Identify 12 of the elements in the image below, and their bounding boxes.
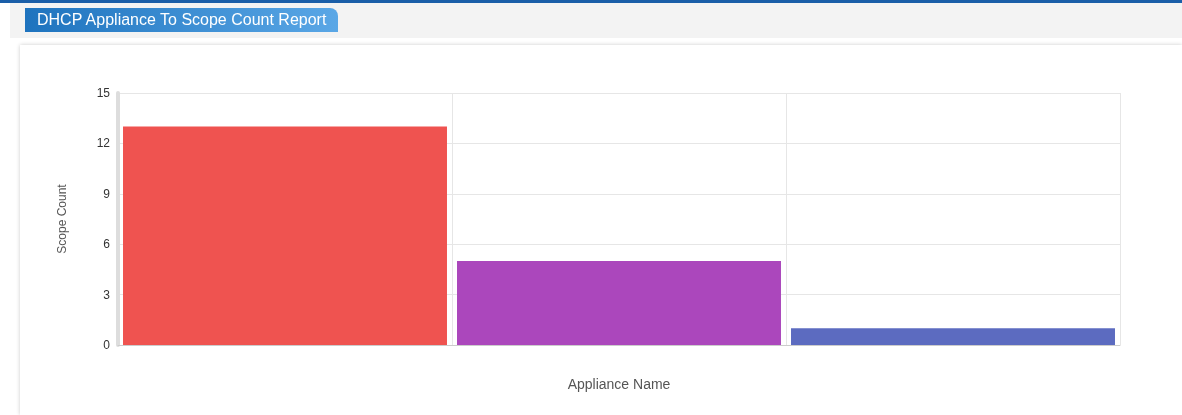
y-tick-label: 6 — [103, 237, 111, 252]
chart-title: DHCP Appliance To Scope Count Report — [25, 8, 339, 32]
bar — [457, 261, 781, 345]
y-tick-label: 15 — [96, 86, 111, 100]
y-tick-label: 9 — [103, 186, 111, 201]
y-tick-label: 12 — [96, 136, 111, 151]
bar — [791, 328, 1115, 345]
x-axis-title: Appliance Name — [567, 376, 671, 392]
y-tick-label: 0 — [103, 338, 111, 352]
y-axis-title: Scope Count — [55, 183, 69, 254]
y-tick-label: 3 — [103, 287, 111, 302]
bar — [123, 126, 447, 345]
